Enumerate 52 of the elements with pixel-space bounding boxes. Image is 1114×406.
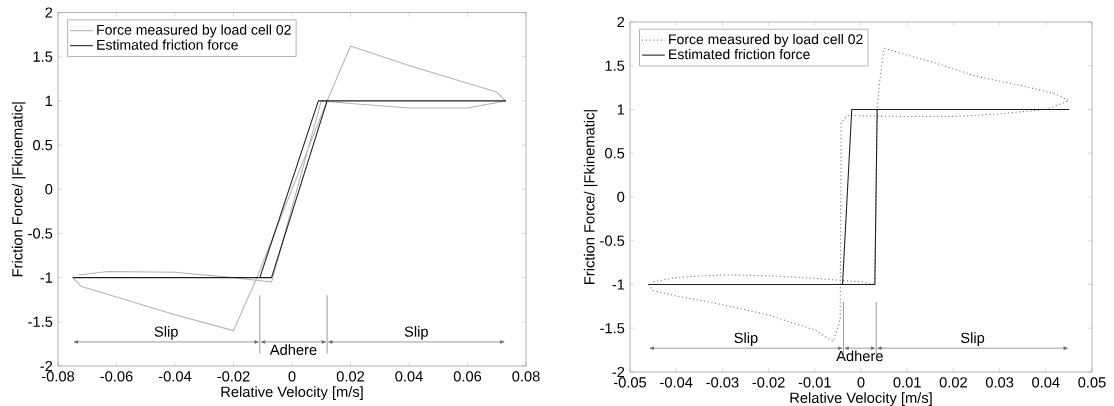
y-axis-title: Friction Force/ |Fkinematic|	[583, 110, 598, 284]
y-tick-label: -1	[612, 279, 625, 290]
x-tick-label: 0.01	[893, 377, 921, 388]
annotation: Slip	[734, 332, 758, 346]
x-axis-title: Relative Velocity [m/s]	[221, 386, 363, 400]
x-tick-label: 0	[857, 377, 865, 388]
y-tick-label: -2	[612, 366, 625, 378]
y-tick-label: -2	[40, 360, 53, 372]
x-tick-label: -0.02	[752, 377, 785, 388]
x-tick-label: 0.04	[395, 371, 423, 382]
y-tick-label: -1.5	[600, 323, 625, 334]
annotation: Slip	[404, 326, 428, 340]
x-tick-label: 0.06	[453, 371, 482, 382]
annotation: Adhere	[269, 344, 317, 355]
annotation: Adhere	[836, 350, 883, 362]
x-tick-label: -0.04	[158, 371, 192, 382]
x-tick-label: 0.08	[512, 371, 540, 382]
x-tick-label: -0.05	[613, 377, 647, 388]
x-tick-label: -0.01	[798, 377, 831, 388]
x-tick-label: -0.08	[41, 371, 75, 382]
x-tick-label: 0.02	[336, 371, 365, 382]
x-tick-label: 0.03	[985, 377, 1014, 388]
y-tick-label: 0.5	[605, 148, 625, 159]
x-tick-label: 0	[288, 371, 296, 382]
y-tick-label: 1	[617, 104, 625, 115]
y-tick-label: -0.5	[600, 235, 625, 246]
annotation: Slip	[961, 332, 985, 346]
legend-label: Force measured by load cell 02	[97, 24, 291, 38]
y-tick-label: 0	[45, 184, 53, 195]
x-tick-label: 0.04	[1032, 377, 1060, 388]
legend-label: Force measured by load cell 02	[669, 33, 863, 47]
y-tick-label: 1.5	[605, 60, 625, 71]
y-tick-label: 2	[45, 7, 53, 18]
y-tick-label: 1	[45, 95, 53, 106]
annotation: Slip	[154, 326, 178, 340]
x-tick-label: -0.04	[660, 377, 693, 388]
x-tick-label: -0.03	[706, 377, 739, 388]
x-tick-label: -0.06	[100, 371, 133, 382]
x-tick-label: 0.05	[1078, 377, 1106, 388]
y-tick-label: 2	[617, 16, 625, 28]
y-tick-label: -1.5	[28, 316, 53, 327]
legend-label: Estimated friction force	[669, 48, 810, 60]
y-tick-label: 0.5	[33, 139, 53, 151]
y-tick-label: -1	[40, 272, 53, 283]
y-tick-label: -0.5	[28, 228, 53, 239]
x-tick-label: -0.02	[217, 371, 250, 382]
y-axis-title: Friction Force/ |Fkinematic|	[11, 102, 26, 277]
x-axis-title: Relative Velocity [m/s]	[790, 392, 932, 406]
legend-label: Estimated friction force	[97, 39, 238, 50]
y-tick-label: 1.5	[33, 51, 53, 62]
y-tick-label: 0	[617, 191, 625, 203]
x-tick-label: 0.02	[939, 377, 967, 388]
